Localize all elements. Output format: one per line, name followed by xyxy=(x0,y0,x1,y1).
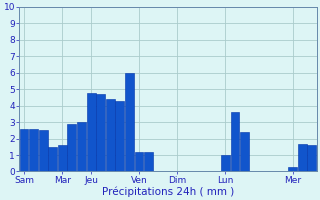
Bar xyxy=(20,129,28,171)
Bar xyxy=(39,130,48,171)
Bar xyxy=(125,73,134,171)
Bar xyxy=(58,145,67,171)
Bar xyxy=(298,144,307,171)
Bar xyxy=(240,132,249,171)
Bar xyxy=(68,124,76,171)
Bar xyxy=(77,122,86,171)
Bar xyxy=(307,145,316,171)
Bar xyxy=(135,152,143,171)
Bar xyxy=(116,101,124,171)
Bar xyxy=(144,152,153,171)
Bar xyxy=(106,99,115,171)
Bar xyxy=(231,112,239,171)
Bar xyxy=(29,129,38,171)
Bar xyxy=(96,94,105,171)
Bar xyxy=(87,93,95,171)
X-axis label: Précipitations 24h ( mm ): Précipitations 24h ( mm ) xyxy=(102,186,234,197)
Bar xyxy=(288,167,297,171)
Bar xyxy=(48,147,57,171)
Bar xyxy=(221,155,230,171)
